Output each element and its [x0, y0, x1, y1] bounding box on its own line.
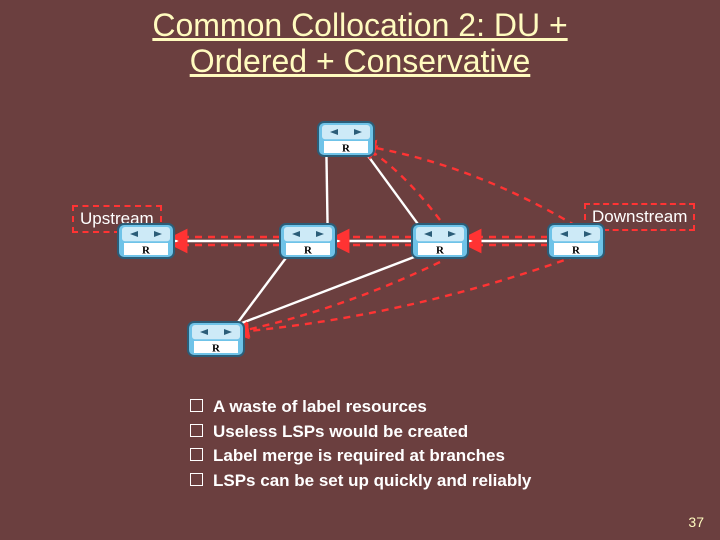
- bullet-text: A waste of label resources: [213, 395, 427, 420]
- router-icon: R: [280, 224, 336, 258]
- upstream-label: Upstream: [72, 205, 162, 233]
- bullet-item: Useless LSPs would be created: [190, 420, 531, 445]
- bullet-item: A waste of label resources: [190, 395, 531, 420]
- slide-title: Common Collocation 2: DU + Ordered + Con…: [0, 8, 720, 80]
- slide: Common Collocation 2: DU + Ordered + Con…: [0, 0, 720, 540]
- bullet-square-icon: [190, 399, 203, 412]
- svg-text:R: R: [572, 245, 581, 257]
- svg-text:R: R: [304, 245, 313, 257]
- bullet-text: Label merge is required at branches: [213, 444, 505, 469]
- downstream-label: Downstream: [584, 203, 695, 231]
- router-icon: R: [318, 122, 374, 156]
- bullet-item: Label merge is required at branches: [190, 444, 531, 469]
- router-icon: R: [412, 224, 468, 258]
- svg-text:R: R: [212, 343, 221, 355]
- bullet-text: Useless LSPs would be created: [213, 420, 468, 445]
- router-icon: R: [188, 322, 244, 356]
- svg-text:R: R: [436, 245, 445, 257]
- page-number: 37: [688, 514, 704, 530]
- bullet-square-icon: [190, 448, 203, 461]
- svg-text:R: R: [342, 143, 351, 155]
- svg-text:R: R: [142, 245, 151, 257]
- bullet-item: LSPs can be set up quickly and reliably: [190, 469, 531, 494]
- bullet-square-icon: [190, 473, 203, 486]
- bullet-square-icon: [190, 424, 203, 437]
- bullet-list: A waste of label resourcesUseless LSPs w…: [190, 395, 531, 494]
- bullet-text: LSPs can be set up quickly and reliably: [213, 469, 531, 494]
